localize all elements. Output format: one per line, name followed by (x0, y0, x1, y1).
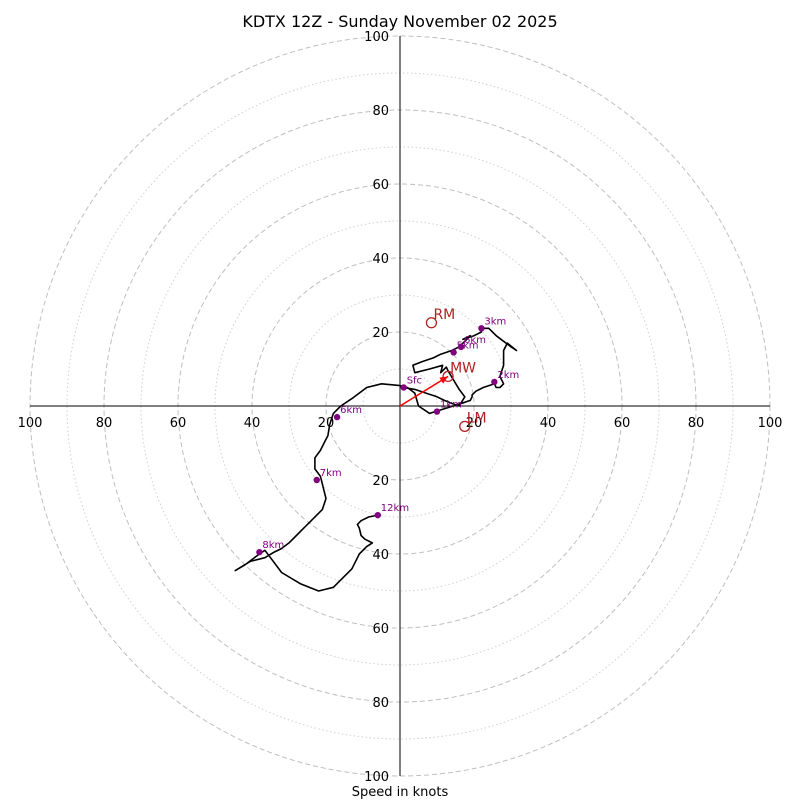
height-marker-dot (457, 343, 465, 350)
height-marker-dot (313, 476, 320, 484)
x-tick-label: 100 (758, 416, 783, 431)
x-tick-label: 40 (540, 416, 557, 431)
height-marker-dot (256, 548, 263, 556)
y-tick-label: 20 (372, 326, 389, 341)
x-tick-label: 60 (170, 416, 187, 431)
height-marker-label: 7km (320, 468, 342, 479)
storm-motion-marker (459, 420, 471, 433)
x-tick-label: 40 (244, 416, 261, 431)
wind-trace-line (234, 327, 518, 592)
height-marker-label: 5km (457, 340, 479, 351)
x-tick-label: 80 (688, 416, 705, 431)
y-tick-label: 20 (372, 474, 389, 489)
storm-motion-label: RM (433, 307, 455, 323)
storm-motion-label: MW (450, 360, 476, 376)
height-marker-dot (400, 384, 407, 391)
height-marker-label: 3km (484, 316, 506, 327)
y-tick-label: 100 (364, 770, 389, 785)
height-marker-dot (433, 408, 441, 415)
y-tick-label: 60 (372, 622, 389, 637)
chart-title: KDTX 12Z - Sunday November 02 2025 (242, 12, 557, 31)
storm-motion-marker (425, 317, 438, 329)
height-marker-label: 6km (464, 335, 486, 346)
height-marker-label: 8km (262, 540, 284, 551)
height-marker-label: Sfc (407, 376, 422, 387)
storm-motion-label: LM (467, 410, 487, 426)
y-tick-label: 100 (364, 30, 389, 45)
y-tick-label: 60 (372, 178, 389, 193)
height-marker-dot (450, 349, 457, 356)
height-marker-dot (374, 511, 381, 519)
y-tick-label: 40 (372, 548, 389, 563)
storm-motion-marker (442, 370, 454, 383)
height-marker-dot (491, 378, 498, 386)
y-tick-label: 80 (372, 696, 389, 711)
tick-labels: 100 80 60 40 20 20 40 60 80 100100806040202040608… (18, 30, 783, 785)
y-tick-label: 80 (372, 104, 389, 119)
y-tick-label: 40 (372, 252, 389, 267)
wind-trace (234, 327, 518, 592)
x-axis-label: Speed in knots (352, 785, 449, 800)
height-marker-dot (478, 325, 485, 332)
height-marker-label: 1km (440, 400, 462, 411)
x-tick-label: 60 (614, 416, 631, 431)
x-tick-label: 20 (318, 416, 335, 431)
storm-motion-markers: RM MW LM (425, 307, 487, 433)
height-marker-label: 6km (340, 405, 362, 416)
x-tick-label: 80 (96, 416, 113, 431)
mean-wind-vector-line (399, 375, 449, 407)
height-marker-label: 2km (497, 370, 519, 381)
height-marker-label: 12km (381, 503, 409, 514)
height-marker-dot (333, 413, 341, 421)
x-tick-label: 100 (18, 416, 43, 431)
